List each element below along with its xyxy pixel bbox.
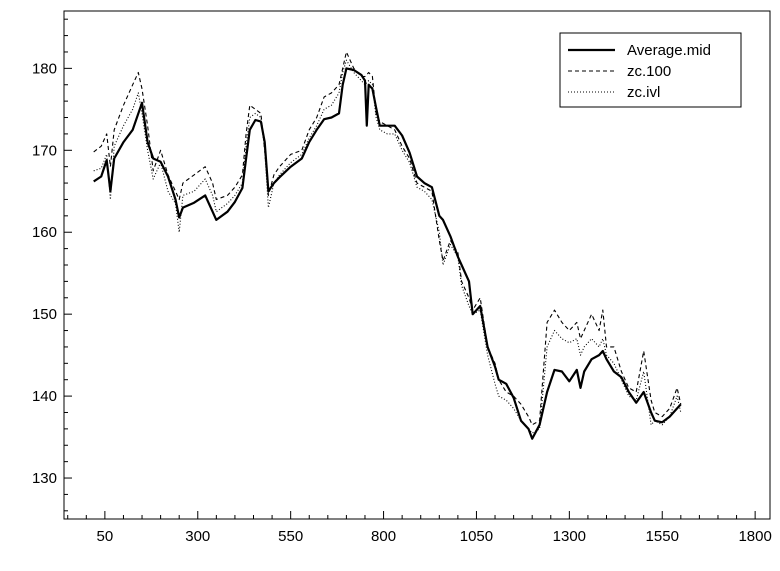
series-line-zc-100 [93,51,682,426]
x-tick-label: 1300 [553,528,586,545]
x-tick-label: 1800 [738,528,771,545]
x-tick-label: 300 [185,528,210,545]
series-layer [93,51,682,440]
series-line-average-mid [93,67,682,440]
series-line-zc-ivl [93,59,682,434]
y-tick-label: 180 [32,60,57,77]
legend-box [559,32,742,108]
y-tick-label: 170 [32,142,57,159]
legend-label: Average.mid [627,42,711,59]
x-tick-label: 550 [278,528,303,545]
y-tick-label: 130 [32,470,57,487]
y-tick-label: 140 [32,388,57,405]
x-tick-label: 1050 [460,528,493,545]
x-tick-label: 50 [97,528,114,545]
legend-label: zc.100 [627,63,671,80]
x-tick-label: 800 [371,528,396,545]
legend-label: zc.ivl [627,84,660,101]
x-axis: 50 300 550 800 1050 1300 1550 1800 [67,511,772,545]
y-tick-label: 150 [32,306,57,323]
y-tick-label: 160 [32,224,57,241]
x-tick-label: 1550 [646,528,679,545]
legend: Average.mid zc.100 zc.ivl [559,32,742,108]
y-axis: 130 140 150 160 170 180 [32,18,72,512]
